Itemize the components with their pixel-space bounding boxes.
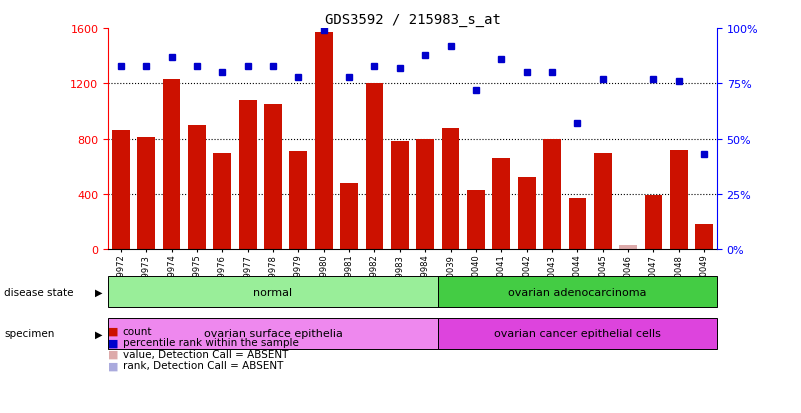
Text: ▶: ▶ [95,328,103,339]
Text: ■: ■ [108,361,119,370]
Bar [517,178,536,250]
Text: disease state: disease state [4,287,74,297]
Bar [594,153,612,250]
Bar [619,246,637,250]
Bar [441,128,460,250]
Bar [493,159,510,250]
Text: value, Detection Call = ABSENT: value, Detection Call = ABSENT [123,349,288,359]
Bar [417,140,434,250]
Bar [315,33,332,250]
Bar [365,84,384,250]
Text: ■: ■ [108,349,119,359]
Text: ovarian adenocarcinoma: ovarian adenocarcinoma [508,287,646,297]
Text: ■: ■ [108,326,119,336]
Text: ovarian cancer epithelial cells: ovarian cancer epithelial cells [494,328,661,339]
Bar [188,126,206,250]
Text: normal: normal [253,287,292,297]
Bar [467,190,485,250]
Bar [239,101,256,250]
Bar [670,150,688,250]
Text: count: count [123,326,152,336]
Bar [391,142,409,250]
Bar [163,80,180,250]
Bar [340,183,358,250]
Bar [645,196,662,250]
Text: specimen: specimen [4,328,54,339]
Bar [112,131,130,250]
Title: GDS3592 / 215983_s_at: GDS3592 / 215983_s_at [324,12,501,26]
Text: percentile rank within the sample: percentile rank within the sample [123,337,299,347]
Text: ■: ■ [108,337,119,347]
Bar [213,153,231,250]
Bar [569,199,586,250]
Text: rank, Detection Call = ABSENT: rank, Detection Call = ABSENT [123,361,283,370]
Text: ovarian surface epithelia: ovarian surface epithelia [203,328,343,339]
Bar [543,140,561,250]
Text: ▶: ▶ [95,287,103,297]
Bar [264,105,282,250]
Bar [289,152,308,250]
Bar [695,224,713,250]
Bar [137,138,155,250]
